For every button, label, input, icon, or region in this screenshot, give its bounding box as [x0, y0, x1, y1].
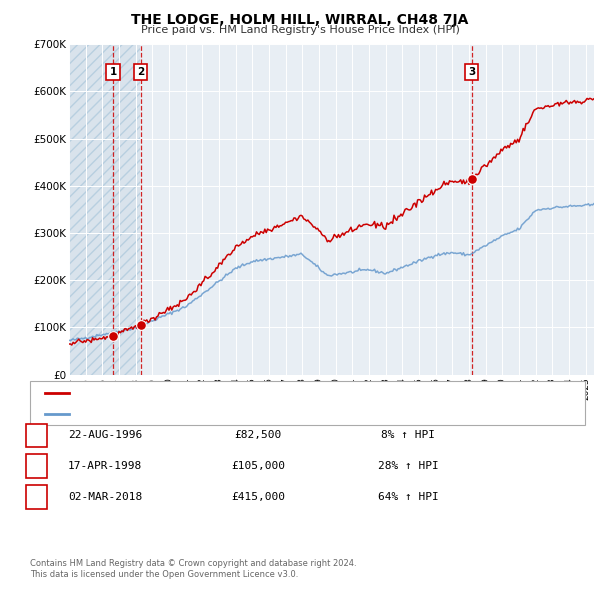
Text: 64% ↑ HPI: 64% ↑ HPI	[377, 492, 439, 502]
Text: Price paid vs. HM Land Registry's House Price Index (HPI): Price paid vs. HM Land Registry's House …	[140, 25, 460, 35]
Bar	[69, 44, 140, 375]
Text: 1: 1	[109, 67, 116, 77]
Text: 02-MAR-2018: 02-MAR-2018	[68, 492, 142, 502]
Text: 28% ↑ HPI: 28% ↑ HPI	[377, 461, 439, 471]
Text: 3: 3	[34, 492, 41, 502]
Text: £415,000: £415,000	[231, 492, 285, 502]
Text: 1: 1	[34, 431, 41, 440]
Text: £105,000: £105,000	[231, 461, 285, 471]
Text: 17-APR-1998: 17-APR-1998	[68, 461, 142, 471]
Bar	[69, 44, 140, 375]
Text: £82,500: £82,500	[235, 431, 281, 440]
Text: 2: 2	[34, 461, 41, 471]
Text: 22-AUG-1996: 22-AUG-1996	[68, 431, 142, 440]
Text: 8% ↑ HPI: 8% ↑ HPI	[381, 431, 435, 440]
Text: THE LODGE, HOLM HILL, WIRRAL, CH48 7JA: THE LODGE, HOLM HILL, WIRRAL, CH48 7JA	[131, 13, 469, 27]
Text: This data is licensed under the Open Government Licence v3.0.: This data is licensed under the Open Gov…	[30, 571, 298, 579]
Text: Contains HM Land Registry data © Crown copyright and database right 2024.: Contains HM Land Registry data © Crown c…	[30, 559, 356, 568]
Text: HPI: Average price, detached house, Wirral: HPI: Average price, detached house, Wirr…	[74, 409, 283, 419]
Text: 2: 2	[137, 67, 144, 77]
Text: 3: 3	[468, 67, 475, 77]
Text: THE LODGE, HOLM HILL, WIRRAL, CH48 7JA (detached house): THE LODGE, HOLM HILL, WIRRAL, CH48 7JA (…	[74, 388, 374, 398]
